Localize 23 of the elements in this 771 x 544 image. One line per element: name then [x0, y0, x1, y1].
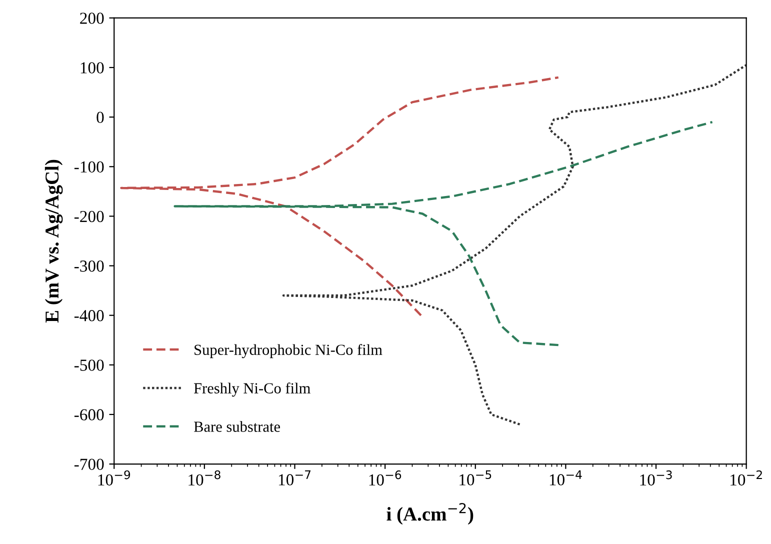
- x-tick-label: 10$^{−8}$: [188, 470, 220, 486]
- legend-label: Bare substrate: [194, 421, 280, 432]
- y-tick-label: -500: [74, 360, 104, 371]
- y-tick-label: -300: [74, 260, 104, 272]
- x-tick-label: 10$^{−7}$: [278, 470, 311, 486]
- x-tick-label: 10$^{−5}$: [460, 470, 492, 486]
- y-tick-label: 0: [96, 112, 104, 124]
- x-tick-label: 10$^{−3}$: [640, 470, 672, 486]
- y-tick-label: -600: [74, 409, 104, 420]
- x-tick-label: 10$^{−6}$: [369, 470, 402, 486]
- x-tick-label: 10$^{−2}$: [730, 470, 762, 486]
- legend-label: Freshly Ni-Co film: [194, 382, 310, 397]
- y-tick-label: 100: [80, 62, 104, 74]
- y-tick-label: -100: [74, 161, 104, 173]
- y-tick-label: -200: [74, 210, 104, 222]
- x-tick-label: 10$^{−9}$: [98, 470, 130, 486]
- y-axis-title: E (mV vs. Ag/AgCl): [44, 160, 63, 323]
- legend-label: Super-hydrophobic Ni-Co film: [194, 344, 382, 358]
- y-tick-label: -700: [74, 458, 104, 470]
- x-tick-label: 10$^{−4}$: [550, 470, 582, 486]
- y-tick-label: -400: [74, 310, 104, 322]
- y-tick-label: 200: [80, 12, 104, 24]
- x-axis-title: i (A.cm$^{−2}$): [386, 502, 474, 525]
